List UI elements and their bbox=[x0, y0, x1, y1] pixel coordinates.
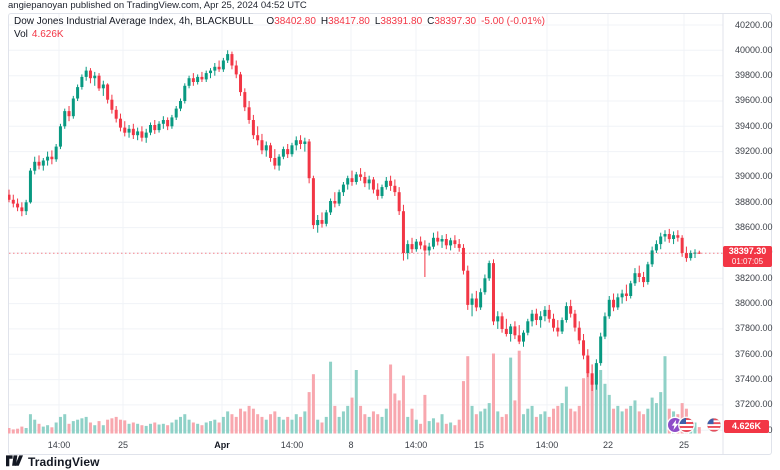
time-tick-label: 14:00 bbox=[535, 440, 559, 450]
current-price-line bbox=[9, 14, 724, 454]
price-tick-label: 38800.00 bbox=[735, 196, 773, 207]
volume-legend: Vol 4.626K bbox=[14, 28, 64, 41]
price-tick-label: 38000.00 bbox=[735, 298, 773, 309]
price-tick-label: 39800.00 bbox=[735, 70, 773, 81]
symbol-title: Dow Jones Industrial Average Index, 4h, … bbox=[14, 16, 254, 27]
price-tick-label: 39000.00 bbox=[735, 171, 773, 182]
time-tick-label: 25 bbox=[678, 440, 690, 450]
price-tick-label: 39200.00 bbox=[735, 146, 773, 157]
price-tick-label: 40000.00 bbox=[735, 44, 773, 55]
close-label: C bbox=[427, 16, 435, 27]
price-tick-label: 40200.00 bbox=[735, 19, 773, 30]
economic-event-icons[interactable] bbox=[666, 416, 696, 434]
candlesticks-layer bbox=[8, 50, 701, 391]
chart-container: Dow Jones Industrial Average Index, 4h, … bbox=[8, 13, 773, 455]
time-tick-label: 22 bbox=[602, 440, 614, 450]
us-flag-icon[interactable] bbox=[678, 416, 695, 434]
tradingview-logo-icon bbox=[6, 455, 23, 467]
tradingview-logo[interactable]: TradingView bbox=[6, 455, 100, 469]
low-value: 38391.80 bbox=[380, 16, 423, 27]
time-tick-label: 15 bbox=[473, 440, 485, 450]
time-tick-label: 14:00 bbox=[404, 440, 428, 450]
time-tick-label: Apr bbox=[214, 440, 230, 450]
us-flag-icon[interactable] bbox=[706, 417, 722, 433]
bar-countdown: 01:07:05 bbox=[731, 257, 764, 267]
close-value: 38397.30 bbox=[434, 16, 477, 27]
low-label: L bbox=[374, 16, 381, 27]
tradingview-logo-text: TradingView bbox=[28, 455, 100, 469]
price-scale[interactable]: 40200.00 40000.00 39800.00 39600.00 39400.00… bbox=[727, 13, 773, 455]
price-tick-label: 37800.00 bbox=[735, 323, 773, 334]
high-value: 38417.80 bbox=[328, 16, 370, 27]
price-tick-label: 38200.00 bbox=[735, 272, 773, 283]
time-tick-label: 8 bbox=[348, 440, 354, 450]
price-tick-label: 37600.00 bbox=[735, 348, 773, 359]
current-price-label: 38397.30 01:07:05 bbox=[723, 246, 772, 268]
price-tick-label: 38600.00 bbox=[735, 222, 773, 233]
volume-axis-label: 4.626K bbox=[724, 420, 769, 433]
high-label: H bbox=[320, 16, 329, 27]
legend: Dow Jones Industrial Average Index, 4h, … bbox=[14, 15, 545, 28]
time-tick-label: 14:00 bbox=[47, 440, 71, 450]
vol-value: 4.626K bbox=[31, 29, 64, 40]
price-tick-label: 39600.00 bbox=[735, 95, 773, 106]
chart-canvas[interactable] bbox=[8, 13, 772, 455]
attribution-text: angiepanoyan published on TradingView.co… bbox=[8, 0, 307, 11]
grid-layer bbox=[9, 14, 723, 434]
price-tick-label: 37400.00 bbox=[735, 374, 773, 385]
open-label: O bbox=[266, 16, 275, 27]
time-scale[interactable]: 14:00 25 Apr 14:00 8 14:00 15 14:00 22 25 bbox=[8, 439, 723, 453]
price-value: 38397.30 bbox=[728, 246, 767, 257]
price-tick-label: 39400.00 bbox=[735, 120, 773, 131]
vol-label: Vol bbox=[14, 29, 28, 40]
open-value: 38402.80 bbox=[274, 16, 316, 27]
volume-bars-layer bbox=[8, 350, 701, 434]
announcement-event-icon[interactable] bbox=[666, 416, 684, 434]
price-tick-label: 37200.00 bbox=[735, 399, 773, 410]
change-value: -5.00 (-0.01%) bbox=[481, 16, 546, 27]
time-tick-label: 14:00 bbox=[280, 440, 304, 450]
time-tick-label: 25 bbox=[117, 440, 129, 450]
